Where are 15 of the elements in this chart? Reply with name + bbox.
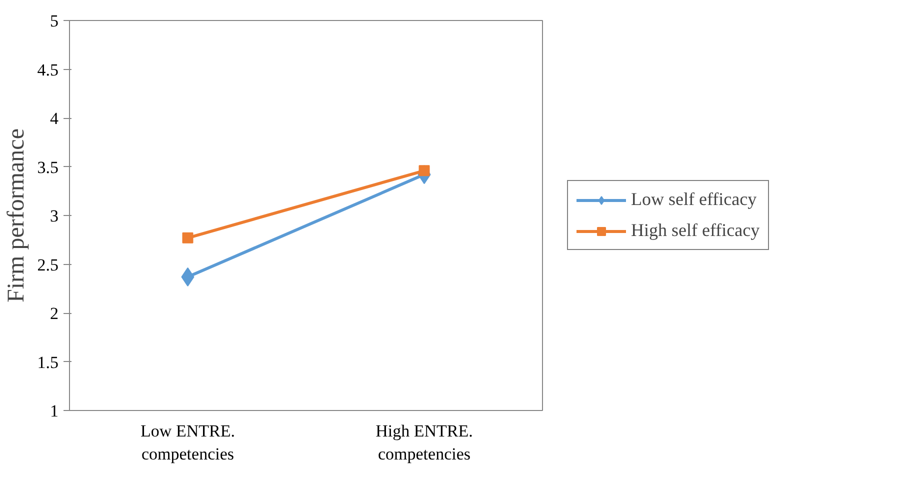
x-tick-label: High ENTRE. competencies [376,422,473,464]
legend-label: Low self efficacy [631,189,757,210]
legend-label: High self efficacy [631,220,760,241]
y-tick-label: 1 [50,402,58,420]
y-tick-label: 5 [50,12,58,30]
y-axis-title: Firm performance [3,128,30,302]
y-tick-label: 4.5 [37,60,58,80]
x-tick-label: Low ENTRE. competencies [140,422,235,464]
y-tick-label: 3 [50,206,58,226]
y-tick-label: 3.5 [37,158,58,177]
y-tick-label: 2.5 [37,255,58,274]
y-tick-label: 1.5 [37,352,58,372]
y-tick-label: 4 [50,109,59,128]
point [182,232,194,244]
y-tick-label: 2 [50,304,58,323]
